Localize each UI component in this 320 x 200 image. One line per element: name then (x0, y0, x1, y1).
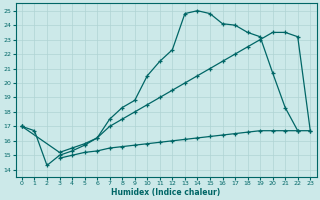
X-axis label: Humidex (Indice chaleur): Humidex (Indice chaleur) (111, 188, 221, 197)
